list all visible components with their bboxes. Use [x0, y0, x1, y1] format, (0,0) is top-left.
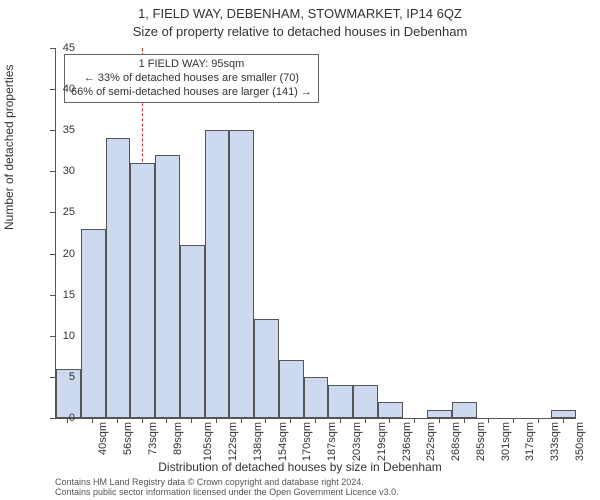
bar — [81, 229, 106, 418]
x-tick-label: 350sqm — [574, 422, 586, 461]
x-tick-label: 203sqm — [351, 422, 363, 461]
chart-title-line2: Size of property relative to detached ho… — [0, 24, 600, 39]
y-tick-label: 40 — [63, 83, 75, 95]
bar — [353, 385, 378, 418]
bar — [328, 385, 353, 418]
x-tick-label: 301sqm — [500, 422, 512, 461]
bar — [427, 410, 452, 418]
y-tick-mark — [50, 418, 55, 419]
y-tick-mark — [50, 295, 55, 296]
x-tick-label: 268sqm — [450, 422, 462, 461]
bar — [229, 130, 254, 418]
x-tick-mark — [67, 418, 68, 423]
x-tick-mark — [216, 418, 217, 423]
y-tick-mark — [50, 212, 55, 213]
footer-line2: Contains public sector information licen… — [55, 488, 399, 498]
bar — [304, 377, 329, 418]
x-tick-label: 236sqm — [401, 422, 413, 461]
x-tick-mark — [439, 418, 440, 423]
x-tick-mark — [265, 418, 266, 423]
x-tick-label: 285sqm — [475, 422, 487, 461]
x-tick-mark — [191, 418, 192, 423]
x-tick-mark — [290, 418, 291, 423]
y-tick-mark — [50, 377, 55, 378]
y-tick-label: 20 — [63, 248, 75, 260]
footer-text: Contains HM Land Registry data © Crown c… — [55, 478, 399, 498]
bar — [155, 155, 180, 418]
bar — [106, 138, 131, 418]
y-tick-mark — [50, 130, 55, 131]
x-tick-label: 317sqm — [524, 422, 536, 461]
x-tick-mark — [92, 418, 93, 423]
x-tick-mark — [389, 418, 390, 423]
y-tick-label: 15 — [63, 289, 75, 301]
x-tick-label: 40sqm — [97, 422, 109, 455]
y-tick-mark — [50, 89, 55, 90]
x-tick-label: 252sqm — [425, 422, 437, 461]
x-tick-mark — [315, 418, 316, 423]
bar — [130, 163, 155, 418]
x-tick-label: 122sqm — [227, 422, 239, 461]
x-axis-label: Distribution of detached houses by size … — [0, 460, 600, 474]
annotation-line3: 66% of semi-detached houses are larger (… — [71, 86, 312, 100]
y-tick-label: 0 — [69, 412, 75, 424]
annotation-line1: 1 FIELD WAY: 95sqm — [71, 58, 312, 72]
x-tick-mark — [365, 418, 366, 423]
x-tick-mark — [563, 418, 564, 423]
y-tick-mark — [50, 254, 55, 255]
annotation-box: 1 FIELD WAY: 95sqm ← 33% of detached hou… — [64, 54, 319, 103]
y-tick-label: 5 — [69, 371, 75, 383]
x-tick-mark — [117, 418, 118, 423]
bar — [205, 130, 230, 418]
x-tick-label: 333sqm — [549, 422, 561, 461]
x-tick-mark — [513, 418, 514, 423]
y-tick-label: 30 — [63, 165, 75, 177]
x-tick-mark — [340, 418, 341, 423]
x-tick-label: 89sqm — [172, 422, 184, 455]
y-tick-label: 25 — [63, 206, 75, 218]
x-tick-label: 187sqm — [326, 422, 338, 461]
x-tick-label: 219sqm — [376, 422, 388, 461]
x-tick-mark — [166, 418, 167, 423]
x-tick-label: 154sqm — [277, 422, 289, 461]
y-tick-label: 45 — [63, 42, 75, 54]
x-tick-label: 170sqm — [302, 422, 314, 461]
x-tick-mark — [414, 418, 415, 423]
x-tick-label: 73sqm — [147, 422, 159, 455]
x-tick-mark — [142, 418, 143, 423]
annotation-line2: ← 33% of detached houses are smaller (70… — [71, 72, 312, 86]
y-tick-label: 10 — [63, 330, 75, 342]
x-tick-mark — [464, 418, 465, 423]
x-tick-mark — [538, 418, 539, 423]
bar — [378, 402, 403, 418]
bar — [180, 245, 205, 418]
x-tick-mark — [488, 418, 489, 423]
bar — [279, 360, 304, 418]
plot-area: 1 FIELD WAY: 95sqm ← 33% of detached hou… — [55, 48, 576, 419]
bar — [254, 319, 279, 418]
y-tick-label: 35 — [63, 124, 75, 136]
x-tick-label: 138sqm — [252, 422, 264, 461]
y-tick-mark — [50, 171, 55, 172]
bar — [452, 402, 477, 418]
chart-container: 1, FIELD WAY, DEBENHAM, STOWMARKET, IP14… — [0, 0, 600, 500]
y-axis-label: Number of detached properties — [2, 65, 16, 230]
bar — [551, 410, 576, 418]
x-tick-label: 56sqm — [122, 422, 134, 455]
x-tick-label: 105sqm — [203, 422, 215, 461]
y-tick-mark — [50, 48, 55, 49]
x-tick-mark — [241, 418, 242, 423]
y-tick-mark — [50, 336, 55, 337]
chart-title-line1: 1, FIELD WAY, DEBENHAM, STOWMARKET, IP14… — [0, 6, 600, 21]
